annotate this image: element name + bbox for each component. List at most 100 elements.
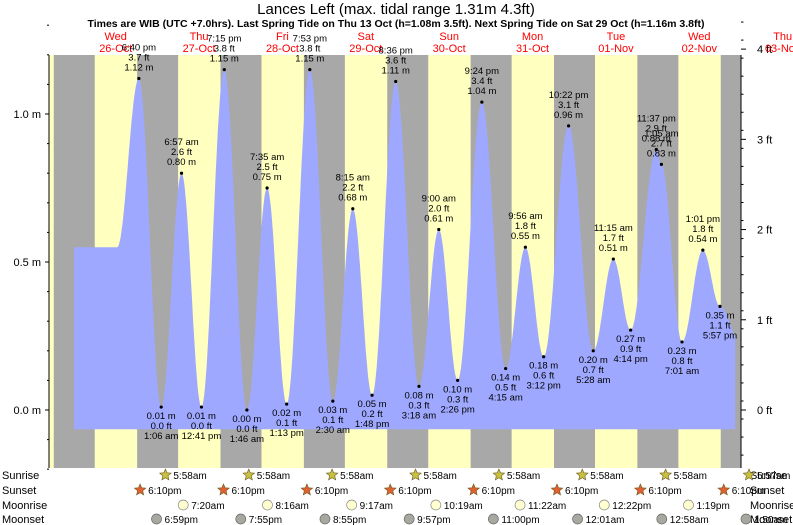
low-tide-label: 1:48 pm [355, 419, 389, 430]
high-tide-point [566, 124, 571, 128]
moonrise-icon [346, 499, 357, 511]
row-label-right: Sunrise [750, 470, 787, 482]
sunset-time: 6:10pm [398, 486, 431, 497]
low-tide-point [245, 408, 249, 412]
high-tide-point [437, 227, 441, 232]
chart-title: Lances Left (max. tidal range 1.31m 4.3f… [257, 1, 535, 18]
high-tide-point [394, 79, 398, 84]
row-label-left: Sunrise [2, 470, 39, 482]
high-tide-label: 11:15 am [594, 223, 633, 234]
row-label-left: Sunset [2, 485, 36, 497]
tide-labels: 6:40 pm3.7 ft1.12 m0.01 m0.0 ft1:06 am6:… [122, 34, 738, 445]
high-tide-label: 2.7 ft [651, 138, 672, 149]
high-tide-label: 0.83 m [647, 148, 676, 159]
day-label-dow: Thu [773, 31, 792, 43]
low-tide-label: 1.1 ft [709, 320, 730, 331]
moonset-icon [235, 513, 247, 525]
moonset-icon [488, 513, 499, 525]
high-tide-label: 9:24 pm [465, 66, 499, 77]
sunset-icon [633, 483, 647, 496]
low-tide-label: 0.01 m [147, 411, 176, 422]
low-tide-point [591, 349, 595, 353]
high-tide-point [179, 171, 184, 175]
low-tide-label: 1:13 pm [270, 428, 304, 439]
high-tide-point [701, 248, 705, 252]
sunrise-time: 5:58am [507, 471, 540, 482]
moonset-icon [572, 513, 583, 525]
sunset-time: 6:10pm [482, 486, 515, 497]
moonset-icon [319, 513, 331, 525]
low-tide-point [417, 384, 421, 388]
day-labels: Wed26-OctThu27-OctFri28-OctSat29-OctSun3… [99, 31, 793, 55]
day-label-date: 01-Nov [598, 43, 634, 55]
low-tide-label: 0.8 ft [671, 356, 692, 367]
sunset-time: 6:10pm [148, 486, 181, 497]
high-tide-point [480, 100, 484, 104]
high-tide-label: 1:05 am [644, 128, 678, 139]
day-label-date: 28-Oct [266, 43, 299, 55]
chart-subtitle: Times are WIB (UTC +7.0hrs). Last Spring… [87, 18, 704, 30]
low-tide-label: 1:06 am [144, 431, 178, 442]
moonset-time: 7:55pm [249, 515, 282, 525]
low-tide-label: 0.7 ft [583, 365, 604, 376]
high-tide-label: 6:57 am [164, 137, 198, 148]
low-tide-label: 0.20 m [579, 355, 608, 366]
sunset-time: 6:10pm [648, 486, 681, 497]
left-axis-tick-label: 0.0 m [13, 405, 41, 417]
left-axis-ticks: 0.0 m 0.5 m 1.0 m [13, 24, 49, 470]
high-tide-label: 1.8 ft [692, 224, 713, 235]
high-tide-label: 0.54 m [688, 234, 717, 245]
sunset-icon [717, 483, 731, 496]
high-tide-label: 3.7 ft [128, 52, 149, 63]
low-tide-label: 12:41 pm [182, 431, 222, 442]
day-label-dow: Wed [104, 31, 126, 43]
left-axis-tick-label: 0.5 m [13, 257, 41, 269]
right-axis-tick-label: 4 ft [757, 44, 772, 56]
low-tide-label: 0.3 ft [408, 400, 429, 411]
high-tide-label: 11:37 pm [637, 114, 676, 125]
low-tide-point [456, 378, 460, 382]
moonset-time: 12:58am [670, 515, 709, 525]
row-label-left: Moonset [2, 514, 44, 525]
sunrise-icon [325, 468, 339, 481]
low-tide-label: 0.08 m [404, 390, 433, 401]
sunrise-icon [492, 468, 506, 481]
sunrise-time: 5:57am [757, 471, 790, 482]
high-tide-label: 0.75 m [253, 172, 282, 183]
low-tide-label: 0.9 ft [620, 344, 641, 355]
moonrise-time: 9:17am [360, 501, 393, 512]
high-tide-label: 0.61 m [424, 213, 453, 224]
sunrise-icon [242, 468, 256, 481]
day-label-date: 27-Oct [183, 43, 216, 55]
moonrise-time: 11:22am [528, 501, 566, 512]
high-tide-label: 0.88 m [642, 134, 671, 145]
low-tide-label: 2:26 pm [440, 404, 474, 415]
sunset-icon [383, 483, 397, 496]
high-tide-label: 8:15 am [336, 173, 370, 184]
moonset-time: 9:57pm [417, 515, 450, 525]
left-axis-tick-label: 1.0 m [13, 109, 41, 121]
high-tide-label: 1.04 m [467, 86, 496, 97]
sunrise-time: 5:58am [257, 471, 290, 482]
moonset-time: 11:00pm [501, 515, 539, 525]
moonset-time: 8:55pm [333, 515, 366, 525]
low-tide-point [504, 366, 508, 371]
sunrise-icon [659, 468, 673, 481]
low-tide-point [159, 405, 163, 409]
low-tide-label: 5:28 am [576, 375, 610, 386]
low-tide-point [542, 355, 546, 359]
high-tide-label: 3.1 ft [558, 100, 579, 111]
moonrise-icon [177, 499, 189, 511]
high-tide-label: 0.80 m [167, 157, 196, 168]
low-tide-point [285, 402, 289, 406]
low-tide-label: 0.5 ft [495, 383, 516, 394]
low-tide-label: 0.01 m [187, 411, 216, 422]
day-label-date: 03-Nov [765, 43, 793, 55]
day-label-dow: Sun [439, 31, 459, 43]
sunrise-icon [409, 468, 422, 481]
right-axis-tick-label: 0 ft [757, 405, 772, 417]
day-label-dow: Fri [276, 31, 289, 43]
high-tide-label: 1.11 m [382, 65, 410, 76]
high-tide-label: 1.15 m [295, 54, 324, 65]
